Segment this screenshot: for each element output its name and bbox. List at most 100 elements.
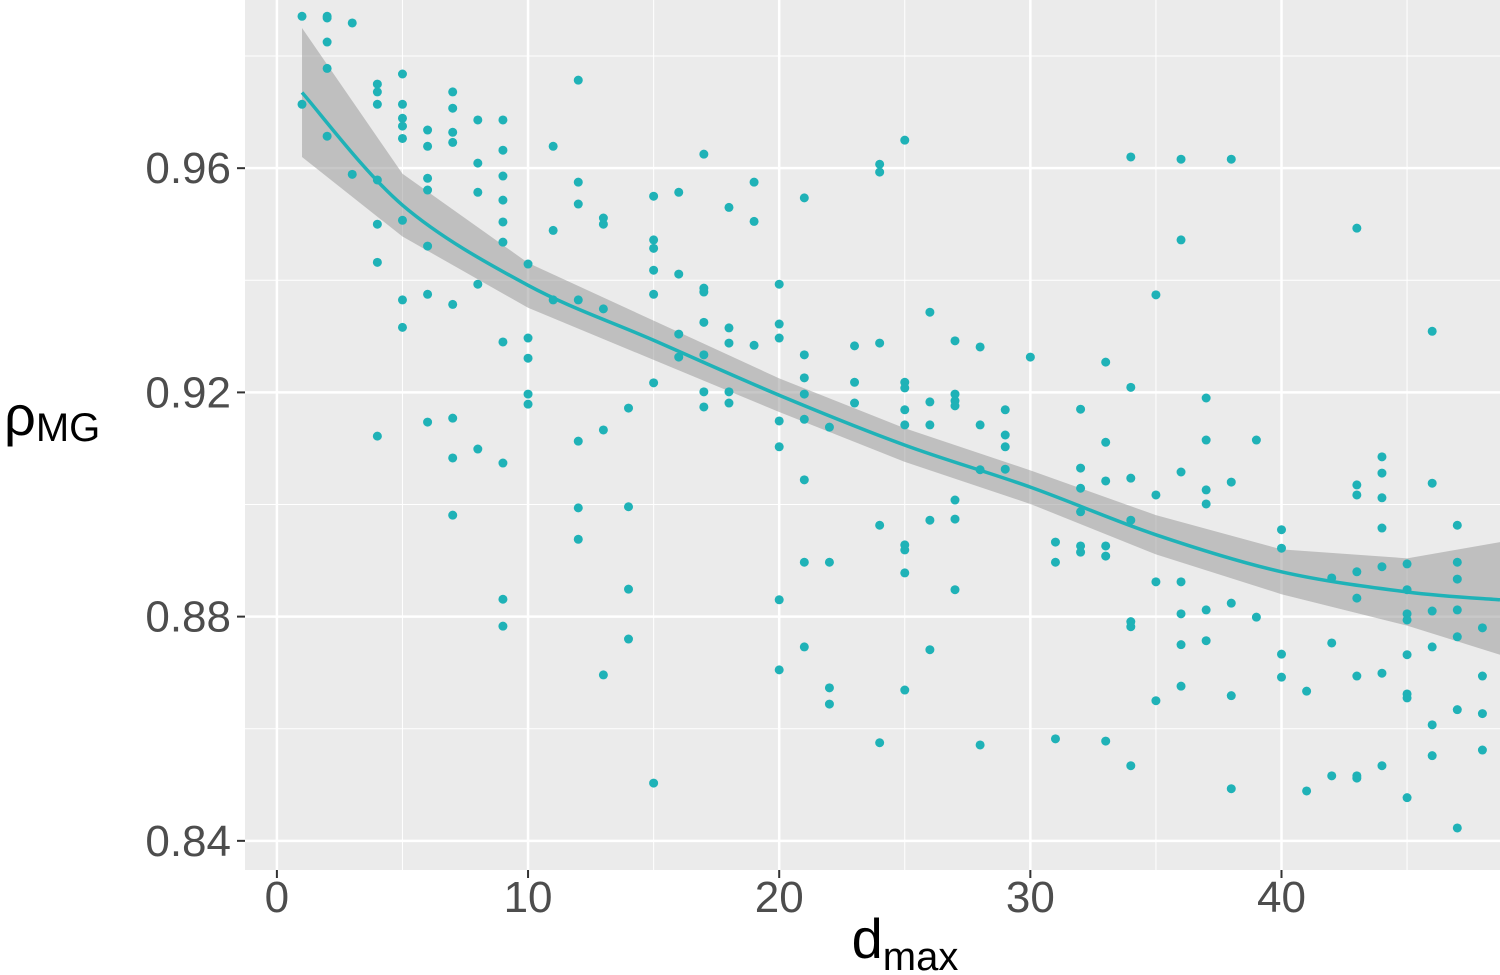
point — [423, 173, 433, 183]
point — [423, 241, 433, 251]
point — [397, 69, 407, 79]
point — [347, 169, 357, 179]
point — [724, 387, 734, 397]
point — [824, 422, 834, 432]
point — [1352, 490, 1362, 500]
point — [1076, 547, 1086, 557]
point — [423, 417, 433, 427]
point — [573, 503, 583, 513]
point — [1176, 681, 1186, 691]
point — [950, 585, 960, 595]
point — [498, 594, 508, 604]
axes: 0 10 20 30 40 0.84 0.88 0.92 0.96 — [145, 144, 1306, 922]
point — [372, 431, 382, 441]
point — [925, 397, 935, 407]
point — [699, 149, 709, 159]
point — [1327, 771, 1337, 781]
point — [799, 350, 809, 360]
point — [1176, 467, 1186, 477]
point — [1427, 751, 1437, 761]
point — [1000, 430, 1010, 440]
point — [473, 187, 483, 197]
point — [649, 265, 659, 275]
point — [699, 402, 709, 412]
point — [473, 158, 483, 168]
point — [498, 458, 508, 468]
point — [1126, 473, 1136, 483]
point — [1076, 483, 1086, 493]
point — [322, 37, 332, 47]
x-axis-title-main: d — [852, 907, 883, 970]
point — [1000, 442, 1010, 452]
point — [1076, 463, 1086, 473]
point — [523, 333, 533, 343]
point — [724, 338, 734, 348]
point — [1427, 642, 1437, 652]
point — [624, 403, 634, 413]
point — [649, 289, 659, 299]
point — [1201, 435, 1211, 445]
point — [297, 99, 307, 109]
point — [824, 683, 834, 693]
point — [724, 202, 734, 212]
point — [1427, 720, 1437, 730]
point — [1352, 480, 1362, 490]
point — [774, 665, 784, 675]
point — [774, 333, 784, 343]
point — [372, 257, 382, 267]
point — [1151, 290, 1161, 300]
point — [950, 389, 960, 399]
point — [900, 545, 910, 555]
point — [1101, 476, 1111, 486]
point — [975, 420, 985, 430]
point — [900, 420, 910, 430]
point — [1126, 382, 1136, 392]
point — [774, 279, 784, 289]
point — [1302, 786, 1312, 796]
point — [498, 621, 508, 631]
point — [699, 287, 709, 297]
point — [975, 740, 985, 750]
marks — [297, 11, 1500, 833]
point — [875, 159, 885, 169]
point — [649, 191, 659, 201]
x-tick-label: 20 — [755, 873, 804, 922]
x-tick-label: 0 — [265, 873, 289, 922]
point — [573, 436, 583, 446]
point — [372, 87, 382, 97]
point — [875, 738, 885, 748]
point — [498, 115, 508, 125]
y-axis-title: ρMG — [4, 384, 100, 450]
point — [1176, 235, 1186, 245]
point — [1477, 709, 1487, 719]
point — [1427, 478, 1437, 488]
point — [950, 495, 960, 505]
point — [900, 568, 910, 578]
point — [1352, 593, 1362, 603]
point — [598, 425, 608, 435]
point — [1076, 404, 1086, 414]
y-axis-title-sub: MG — [36, 406, 100, 450]
point — [1427, 326, 1437, 336]
point — [498, 237, 508, 247]
point — [523, 389, 533, 399]
point — [598, 213, 608, 223]
point — [1226, 477, 1236, 487]
point — [1276, 543, 1286, 553]
point — [1251, 612, 1261, 622]
point — [1101, 541, 1111, 551]
point — [1251, 435, 1261, 445]
point — [1201, 393, 1211, 403]
point — [925, 645, 935, 655]
point — [598, 670, 608, 680]
point — [1452, 605, 1462, 615]
point — [1302, 686, 1312, 696]
point — [649, 378, 659, 388]
point — [824, 557, 834, 567]
point — [1276, 525, 1286, 535]
x-axis-title: dmax — [852, 907, 959, 975]
point — [523, 353, 533, 363]
point — [1402, 615, 1412, 625]
point — [674, 187, 684, 197]
point — [322, 13, 332, 23]
